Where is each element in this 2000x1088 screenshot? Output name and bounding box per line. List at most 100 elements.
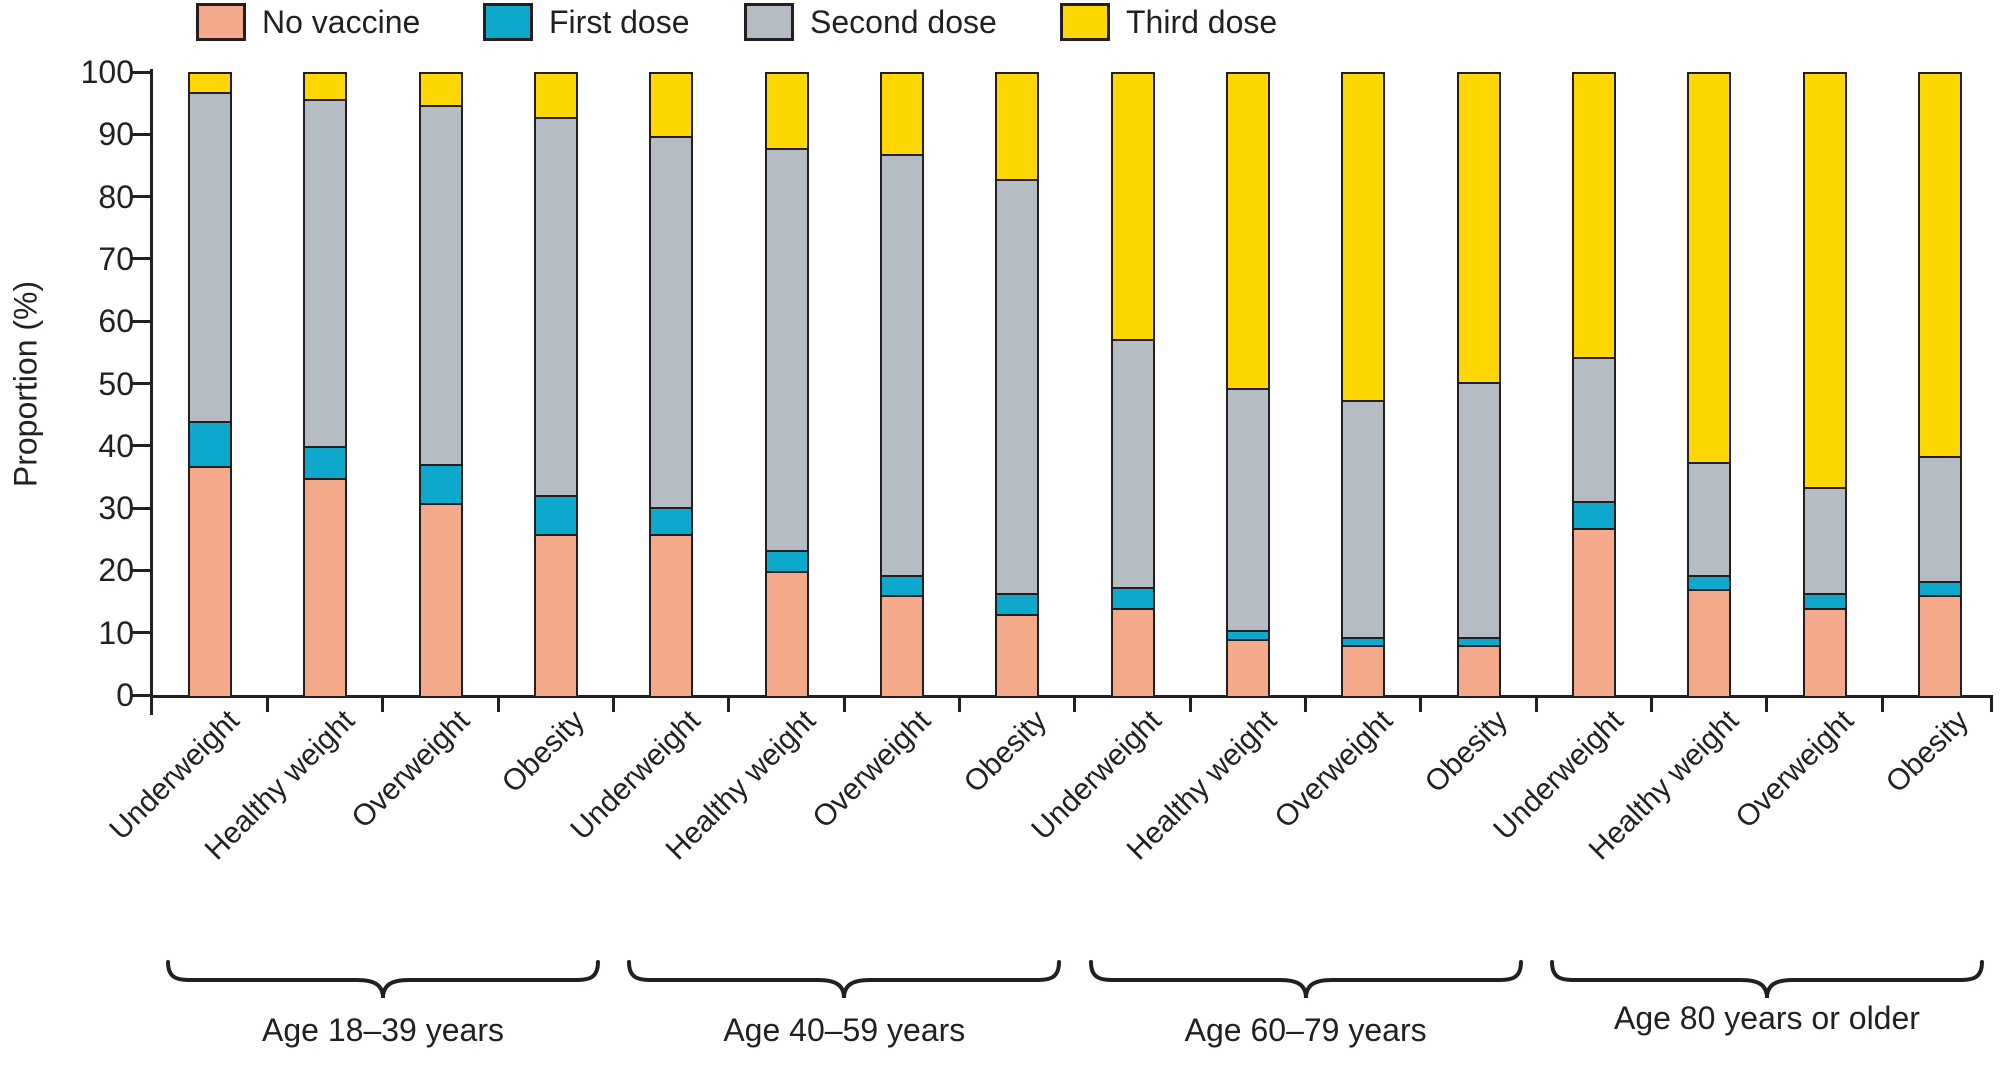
bar-segment-third-dose — [1573, 74, 1614, 358]
bar-segment-third-dose — [881, 74, 922, 155]
bar-13 — [1571, 72, 1616, 698]
bar-7 — [879, 72, 924, 698]
bar-segment-first-dose — [766, 550, 807, 571]
y-tick — [130, 257, 150, 261]
bar-segment-second-dose — [997, 178, 1038, 594]
bar-segment-second-dose — [1112, 338, 1153, 588]
bar-10 — [1225, 72, 1270, 698]
bar-segment-no-vaccine — [1919, 595, 1960, 696]
bar-segment-first-dose — [305, 445, 346, 479]
legend-swatch-second-dose — [744, 3, 794, 41]
age-group-label: Age 18–39 years — [262, 1012, 504, 1048]
bar-segment-third-dose — [1919, 74, 1960, 456]
bar-segment-no-vaccine — [535, 533, 576, 696]
bar-4 — [533, 72, 578, 698]
legend-label: First dose — [549, 4, 690, 40]
y-tick-label: 100 — [80, 54, 134, 90]
bar-segment-first-dose — [1112, 587, 1153, 608]
bar-16 — [1917, 72, 1962, 698]
x-category-label: Obesity — [496, 704, 592, 800]
y-tick-label: 90 — [98, 116, 134, 153]
x-tick — [1419, 695, 1423, 712]
bar-segment-second-dose — [190, 92, 230, 421]
x-category-label: Overweight — [806, 704, 938, 835]
bar-segment-second-dose — [1804, 486, 1845, 594]
x-tick — [1304, 695, 1308, 712]
x-tick — [1073, 695, 1077, 712]
y-tick-label: 80 — [98, 178, 134, 215]
age-group-label: Age 40–59 years — [723, 1012, 966, 1048]
bar-segment-first-dose — [997, 593, 1038, 614]
bar-segment-third-dose — [997, 74, 1038, 179]
x-category-label: Overweight — [1268, 704, 1399, 835]
y-tick-label: 40 — [98, 427, 134, 464]
bar-segment-second-dose — [766, 147, 807, 551]
legend-item-no-vaccine: No vaccine — [196, 0, 420, 44]
bar-segment-first-dose — [1573, 501, 1614, 528]
age-group-label: Age 60–79 years — [1184, 1012, 1427, 1048]
y-tick-label: 50 — [98, 365, 134, 402]
y-tick-label: 10 — [98, 614, 134, 651]
y-tick — [130, 382, 150, 385]
y-tick — [130, 631, 150, 635]
legend-item-third-dose: Third dose — [1060, 0, 1277, 44]
bar-segment-second-dose — [651, 135, 692, 508]
bar-segment-third-dose — [1112, 74, 1153, 339]
bar-segment-second-dose — [1458, 382, 1499, 637]
x-category-label: Obesity — [1418, 704, 1514, 800]
x-tick — [958, 695, 962, 712]
bar-segment-no-vaccine — [1343, 644, 1384, 696]
group-brace — [1549, 960, 1984, 999]
y-tick-label: 70 — [98, 240, 134, 277]
x-axis-line — [150, 695, 1993, 698]
bar-12 — [1456, 72, 1501, 698]
bar-segment-no-vaccine — [190, 466, 230, 697]
bar-segment-first-dose — [1919, 581, 1960, 596]
bar-segment-third-dose — [1227, 74, 1268, 389]
legend-swatch-first-dose — [483, 3, 533, 41]
bar-segment-first-dose — [190, 420, 230, 467]
bar-segment-first-dose — [420, 464, 461, 504]
legend-label: No vaccine — [262, 4, 421, 40]
y-tick — [130, 693, 150, 697]
x-category-label: Obesity — [1880, 704, 1976, 800]
x-tick — [1765, 695, 1769, 712]
x-tick — [612, 695, 616, 712]
y-tick — [130, 568, 150, 572]
x-tick — [842, 695, 846, 712]
bar-1 — [188, 72, 232, 698]
bar-segment-third-dose — [190, 74, 230, 93]
x-tick — [1188, 695, 1192, 712]
x-tick — [266, 695, 270, 712]
bar-segment-no-vaccine — [1112, 607, 1153, 696]
bar-segment-no-vaccine — [651, 533, 692, 696]
legend-swatch-no-vaccine — [196, 3, 246, 41]
legend-label: Second dose — [810, 4, 997, 40]
x-category-label: Overweight — [345, 704, 477, 835]
bar-segment-second-dose — [1689, 462, 1730, 575]
bar-segment-second-dose — [420, 104, 461, 465]
bar-segment-second-dose — [305, 98, 346, 446]
bar-segment-third-dose — [305, 74, 346, 99]
x-tick — [381, 695, 385, 712]
bar-segment-second-dose — [1343, 400, 1384, 637]
y-tick-label: 20 — [98, 552, 134, 589]
x-tick — [496, 695, 500, 712]
bar-segment-no-vaccine — [1689, 589, 1730, 696]
bar-segment-third-dose — [1343, 74, 1384, 401]
bar-8 — [995, 72, 1040, 698]
bar-3 — [418, 72, 463, 698]
group-brace — [1088, 960, 1523, 999]
bar-segment-second-dose — [881, 154, 922, 575]
bar-segment-no-vaccine — [1227, 638, 1268, 696]
bar-segment-third-dose — [1804, 74, 1845, 487]
y-tick — [130, 319, 150, 323]
bar-15 — [1802, 72, 1847, 698]
bar-segment-no-vaccine — [881, 595, 922, 696]
legend-item-first-dose: First dose — [483, 0, 689, 44]
legend-swatch-third-dose — [1060, 3, 1110, 41]
x-category-label: Obesity — [957, 704, 1053, 800]
legend-item-second-dose: Second dose — [744, 0, 997, 44]
bar-segment-first-dose — [1343, 636, 1384, 645]
y-tick — [130, 506, 150, 510]
